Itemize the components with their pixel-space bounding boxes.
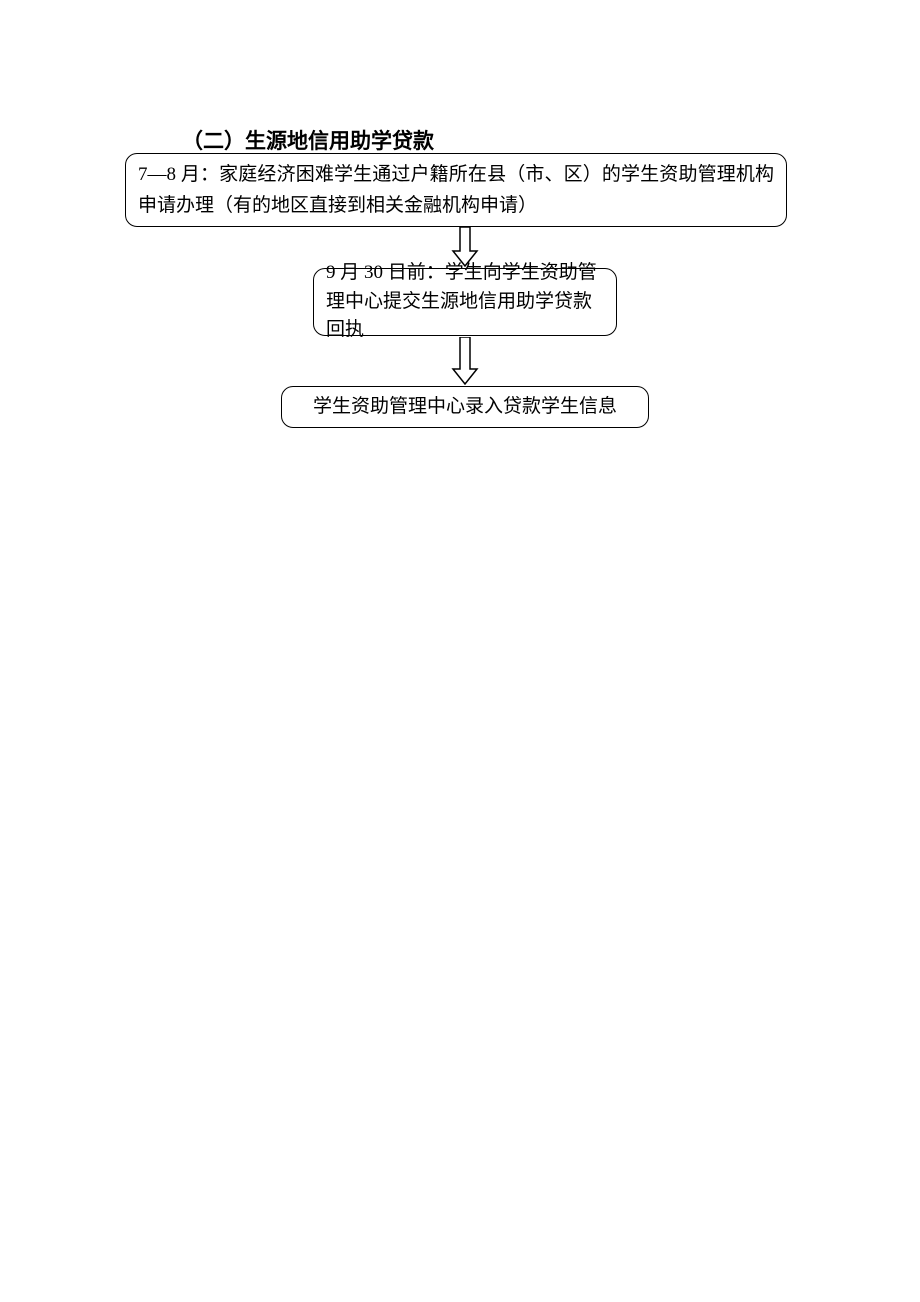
section-title: （二）生源地信用助学贷款 — [182, 125, 434, 155]
flowchart-step-1: 7—8 月：家庭经济困难学生通过户籍所在县（市、区）的学生资助管理机构申请办理（… — [125, 153, 787, 227]
flowchart-step-3: 学生资助管理中心录入贷款学生信息 — [281, 386, 649, 428]
flowchart-step-2: 9 月 30 日前：学生向学生资助管理中心提交生源地信用助学贷款回执 — [313, 268, 617, 336]
arrow-2 — [451, 337, 479, 385]
step2-text: 9 月 30 日前：学生向学生资助管理中心提交生源地信用助学贷款回执 — [326, 259, 604, 345]
step3-text: 学生资助管理中心录入贷款学生信息 — [313, 391, 617, 422]
step1-text: 7—8 月：家庭经济困难学生通过户籍所在县（市、区）的学生资助管理机构申请办理（… — [138, 159, 774, 222]
